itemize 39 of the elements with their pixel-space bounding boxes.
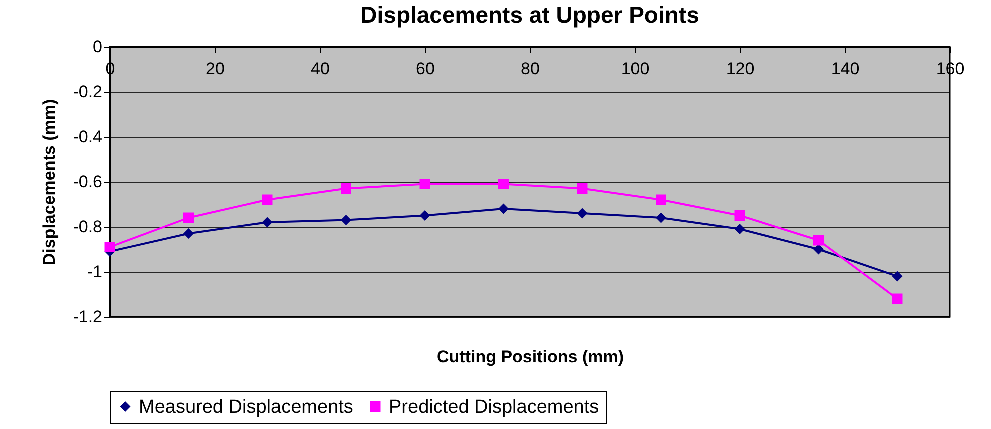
point <box>734 224 746 234</box>
chart-title: Displacements at Upper Points <box>360 2 700 28</box>
point <box>734 210 746 221</box>
point <box>498 204 509 214</box>
y-axis-title: Displacements (mm) <box>40 99 60 266</box>
point <box>892 294 903 304</box>
y-tick-label: -0.2 <box>73 82 102 102</box>
point <box>184 212 194 224</box>
point <box>577 184 588 194</box>
x-tick-label: 60 <box>416 60 435 78</box>
point <box>262 194 273 206</box>
point <box>656 212 666 224</box>
point <box>104 242 116 252</box>
point <box>420 179 430 190</box>
x-tick-label: 80 <box>521 60 540 78</box>
point <box>420 210 430 221</box>
x-tick-label: 20 <box>206 60 225 78</box>
point <box>656 194 666 206</box>
point <box>814 235 824 246</box>
point <box>184 228 194 239</box>
x-axis-title: Cutting Positions (mm) <box>437 348 624 366</box>
legend-label: Predicted Displacements <box>389 396 600 418</box>
point <box>341 184 352 194</box>
y-tick-label: -1 <box>87 262 102 282</box>
y-tick-label: -1.2 <box>73 308 102 326</box>
x-tick-label: 40 <box>311 60 330 78</box>
point <box>262 217 273 228</box>
y-tick-label: -0.6 <box>73 172 102 192</box>
y-tick-label: -0.4 <box>73 128 102 146</box>
x-tick-label: 100 <box>621 60 650 78</box>
point <box>341 215 352 226</box>
point <box>892 271 903 282</box>
legend-label: Measured Displacements <box>139 396 354 418</box>
x-tick-label: 140 <box>831 60 860 78</box>
point <box>577 208 588 219</box>
y-tick-label: 0 <box>93 38 102 56</box>
point <box>498 179 509 190</box>
y-tick-label: -0.8 <box>73 218 102 236</box>
x-tick-label: 120 <box>726 60 755 78</box>
